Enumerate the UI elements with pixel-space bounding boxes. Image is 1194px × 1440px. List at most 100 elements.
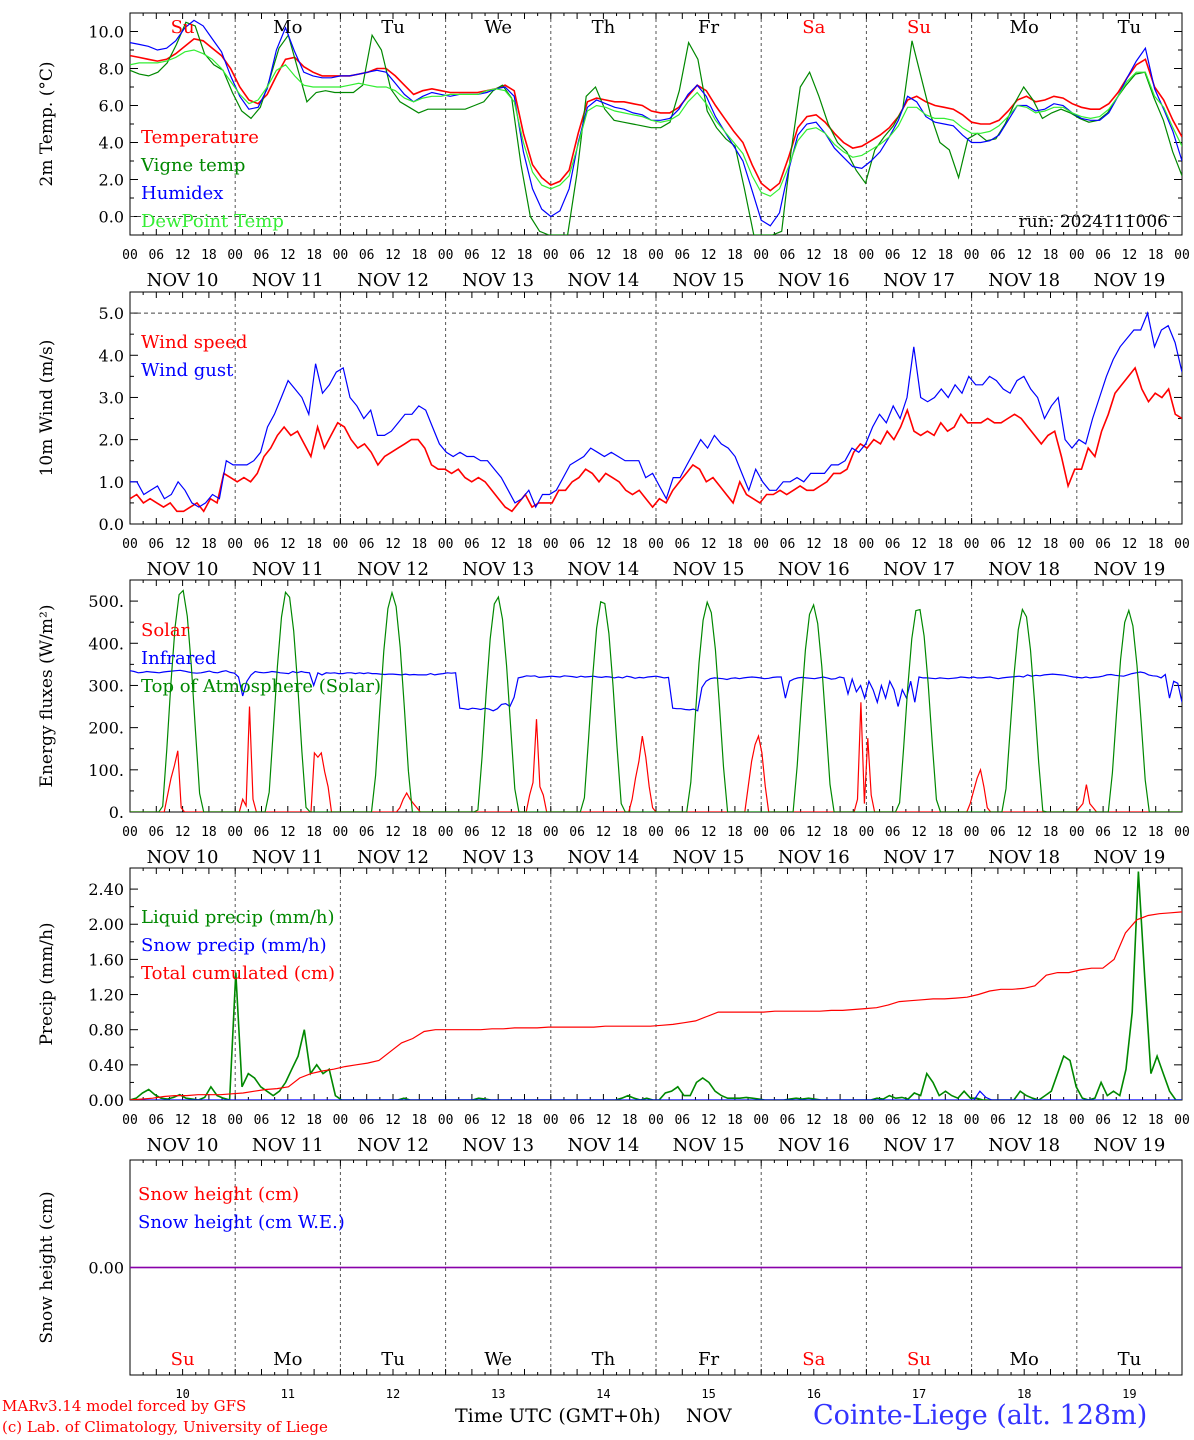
x-hour-tick: 06 (569, 1113, 585, 1128)
x-day-label: NOV 13 (462, 270, 534, 291)
x-hour-tick: 18 (1148, 537, 1164, 552)
x-hour-tick: 12 (701, 537, 717, 552)
x-hour-tick: 18 (306, 537, 322, 552)
weekday-label: Th (592, 1349, 616, 1370)
credit-line-1: MARv3.14 model forced by GFS (2, 1397, 247, 1415)
x-hour-tick: 18 (411, 537, 427, 552)
x-day-label: NOV 11 (252, 1135, 324, 1156)
x-hour-tick: 18 (517, 248, 533, 263)
x-hour-tick: 12 (385, 1113, 401, 1128)
x-hour-tick: 12 (806, 248, 822, 263)
weekday-label: Su (171, 1349, 195, 1370)
x-hour-tick: 00 (333, 1113, 349, 1128)
x-hour-tick: 12 (1122, 1113, 1138, 1128)
x-hour-tick: 12 (280, 825, 296, 840)
legend-entry: Humidex (141, 183, 223, 204)
x-hour-tick: 06 (1095, 248, 1111, 263)
x-hour-tick: 18 (1043, 825, 1059, 840)
weekday-label: Sa (802, 17, 825, 38)
panel-2 (129, 291, 1183, 525)
weekday-label: Fr (698, 17, 719, 38)
x-hour-tick: 06 (569, 248, 585, 263)
x-hour-tick: 12 (1122, 825, 1138, 840)
x-hour-tick: 00 (1174, 825, 1190, 840)
y-tick-label: 200. (88, 719, 124, 738)
x-hour-tick: 00 (438, 825, 454, 840)
panel-5 (129, 1159, 1183, 1376)
x-hour-tick: 06 (254, 825, 270, 840)
x-hour-tick: 06 (464, 825, 480, 840)
x-hour-tick: 06 (674, 825, 690, 840)
series-line-dewpoint-temp (130, 49, 1182, 197)
weekday-label: Tu (381, 1349, 405, 1370)
x-hour-tick: 18 (201, 1113, 217, 1128)
x-day-label: NOV 15 (673, 270, 745, 291)
legend-entry: Wind speed (141, 332, 247, 353)
y-tick-label: 3.0 (99, 388, 124, 407)
x-hour-tick: 18 (306, 248, 322, 263)
x-hour-tick: 06 (464, 1113, 480, 1128)
x-hour-tick: 06 (990, 248, 1006, 263)
x-hour-tick: 18 (727, 825, 743, 840)
y-tick-label: 5.0 (99, 304, 124, 323)
x-hour-tick: 06 (148, 248, 164, 263)
y-axis-label: Precip (mm/h) (37, 922, 57, 1045)
weekday-label: Su (907, 1349, 931, 1370)
x-hour-tick: 00 (648, 825, 664, 840)
x-hour-tick: 06 (148, 825, 164, 840)
x-hour-tick: 12 (701, 248, 717, 263)
panel-3 (129, 579, 1183, 813)
x-hour-tick: 00 (1069, 248, 1085, 263)
x-hour-tick: 12 (596, 825, 612, 840)
series-line-vigne-temp (130, 21, 1182, 235)
x-day-label: NOV 13 (462, 847, 534, 868)
x-hour-tick: 00 (1069, 825, 1085, 840)
x-hour-tick: 12 (701, 825, 717, 840)
weekday-label: Mo (273, 1349, 302, 1370)
x-day-label: NOV 15 (673, 847, 745, 868)
x-hour-tick: 18 (832, 825, 848, 840)
weekday-label: Su (907, 17, 931, 38)
x-day-label: NOV 14 (567, 1135, 639, 1156)
x-hour-tick: 06 (464, 537, 480, 552)
x-day-label: NOV 18 (988, 847, 1060, 868)
x-hour-tick: 12 (490, 537, 506, 552)
x-hour-tick: 00 (543, 1113, 559, 1128)
x-hour-tick: 12 (806, 1113, 822, 1128)
x-hour-tick: 12 (596, 1113, 612, 1128)
x-hour-tick: 00 (227, 537, 243, 552)
x-hour-tick: 06 (1095, 1113, 1111, 1128)
x-axis-title: Time UTC (GMT+0h) (455, 1405, 661, 1427)
x-hour-tick: 18 (517, 537, 533, 552)
x-day-label: NOV 17 (883, 270, 955, 291)
day-number: 12 (386, 1387, 400, 1401)
x-hour-tick: 00 (964, 1113, 980, 1128)
x-hour-tick: 00 (753, 825, 769, 840)
y-axis-label: 10m Wind (m/s) (37, 340, 57, 477)
x-hour-tick: 06 (254, 1113, 270, 1128)
x-hour-tick: 18 (1043, 537, 1059, 552)
x-hour-tick: 12 (1016, 825, 1032, 840)
x-hour-tick: 00 (543, 248, 559, 263)
y-tick-label: 8.0 (99, 60, 124, 79)
day-number: 15 (701, 1387, 715, 1401)
x-day-label: NOV 13 (462, 559, 534, 580)
y-tick-label: 2.0 (99, 431, 124, 450)
x-hour-tick: 06 (254, 248, 270, 263)
x-day-label: NOV 18 (988, 270, 1060, 291)
x-hour-tick: 12 (385, 537, 401, 552)
panel-4 (129, 867, 1183, 1101)
x-hour-tick: 00 (859, 248, 875, 263)
x-hour-tick: 06 (674, 1113, 690, 1128)
x-day-label: NOV 19 (1093, 1135, 1165, 1156)
day-number: 18 (1017, 1387, 1031, 1401)
x-day-label: NOV 17 (883, 1135, 955, 1156)
weekday-label: We (484, 1349, 512, 1370)
x-hour-tick: 12 (385, 825, 401, 840)
x-hour-tick: 18 (937, 537, 953, 552)
x-hour-tick: 00 (859, 825, 875, 840)
x-day-label: NOV 10 (147, 559, 219, 580)
x-hour-tick: 18 (622, 248, 638, 263)
x-day-label: NOV 14 (567, 270, 639, 291)
x-hour-tick: 18 (1043, 248, 1059, 263)
